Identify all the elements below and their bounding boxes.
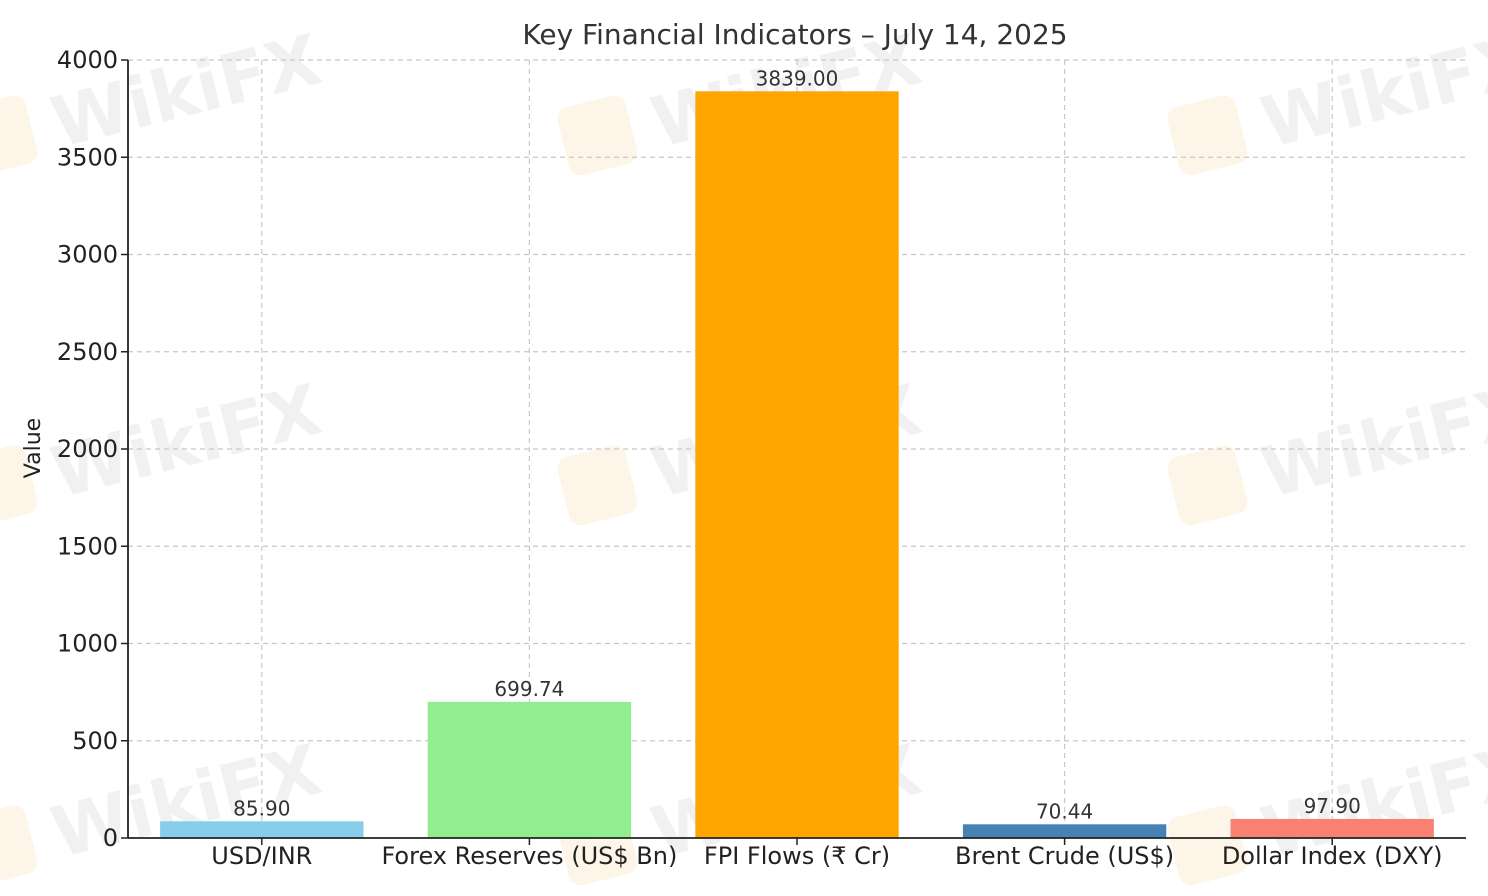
watermark-text: WikiFX	[1254, 368, 1488, 514]
watermark: WikiFX	[1167, 18, 1488, 176]
watermark-logo-icon	[1167, 95, 1248, 176]
watermark-logo-icon	[1167, 445, 1248, 526]
bar-3	[695, 91, 899, 838]
watermark: WikiFX	[0, 18, 329, 176]
watermark-logo-icon	[0, 805, 38, 886]
watermark: WikiFX	[1167, 368, 1488, 526]
labels: 0 500 1000 1500 2000 2500 3000 3500 4000 USD/INR F…	[57, 46, 1443, 870]
chart-title: Key Financial Indicators – July 14, 2025	[522, 18, 1067, 51]
y-tick-label: 3500	[57, 143, 118, 171]
axes	[121, 59, 1466, 845]
watermark-logo-icon	[557, 445, 638, 526]
x-tick-label: Brent Crude (US$)	[955, 842, 1174, 870]
x-tick-label: FPI Flows (₹ Cr)	[704, 842, 890, 870]
bars	[160, 91, 1434, 838]
x-tick-label: USD/INR	[211, 842, 312, 870]
x-tick-label: Dollar Index (DXY)	[1222, 842, 1443, 870]
y-tick-label: 2000	[57, 435, 118, 463]
y-axis-label: Value	[21, 418, 46, 478]
x-tick-label: Forex Reserves (US$ Bn)	[381, 842, 677, 870]
watermark-logo-icon	[1167, 805, 1248, 886]
data-label: 70.44	[1036, 799, 1093, 823]
y-tick-label: 3000	[57, 241, 118, 269]
y-tick-label: 2500	[57, 338, 118, 366]
watermark-logo-icon	[0, 95, 38, 176]
watermark-logo-icon	[557, 95, 638, 176]
bar-2	[427, 701, 632, 838]
watermark-logo-icon	[0, 445, 38, 526]
y-tick-label: 1500	[57, 532, 118, 560]
bar-1	[160, 821, 364, 838]
data-label: 97.90	[1304, 794, 1361, 818]
y-tick-label: 0	[103, 824, 118, 852]
y-tick-label: 500	[72, 727, 118, 755]
data-label: 85.90	[233, 796, 290, 820]
data-label: 699.74	[494, 677, 564, 701]
y-tick-label: 4000	[57, 46, 118, 74]
data-label: 3839.00	[756, 66, 839, 90]
bar-4	[962, 824, 1167, 838]
bar-5	[1230, 818, 1434, 838]
watermark: WikiFX	[0, 368, 329, 526]
y-tick-label: 1000	[57, 630, 118, 658]
watermark-text: WikiFX	[1254, 18, 1488, 164]
